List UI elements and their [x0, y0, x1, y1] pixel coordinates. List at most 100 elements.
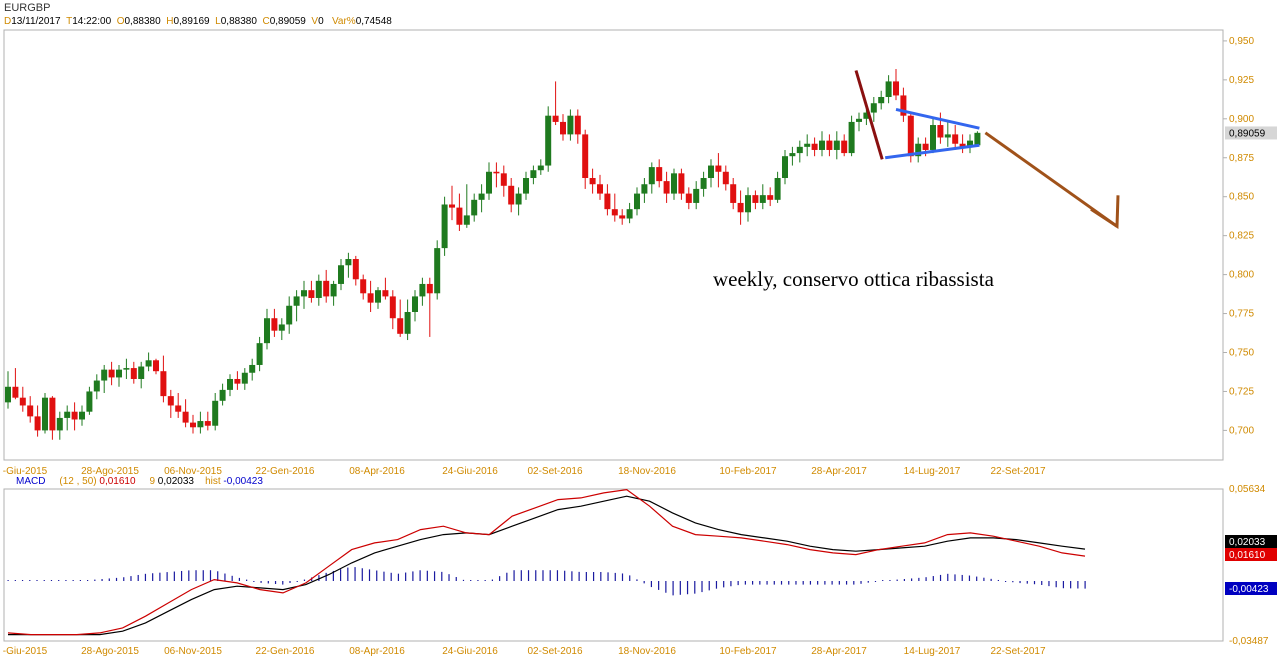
- candle-body: [397, 318, 404, 334]
- candle-body: [116, 369, 122, 378]
- macd-x-tick-label: -Giu-2015: [3, 646, 48, 657]
- candle-body: [249, 364, 256, 373]
- macd-histogram-bar: [339, 569, 342, 581]
- hist-value: -0,00423: [223, 476, 263, 487]
- candle-body: [508, 185, 515, 205]
- macd-histogram-bar: [289, 581, 291, 583]
- candle-body: [523, 178, 529, 194]
- candle-body: [893, 81, 899, 96]
- price-y-tick-label: 0,925: [1229, 75, 1254, 86]
- macd-histogram-bar: [614, 572, 616, 581]
- macd-histogram-bar: [499, 576, 501, 581]
- macd-histogram-bar: [405, 572, 407, 581]
- candle: [693, 181, 700, 210]
- candle: [264, 308, 270, 350]
- candle: [486, 162, 492, 200]
- candle-body: [597, 184, 603, 194]
- macd-x-tick-label: 18-Nov-2016: [618, 646, 676, 657]
- candle-body: [641, 184, 648, 194]
- macd-histogram-bar: [795, 581, 797, 585]
- candle-body: [693, 188, 700, 203]
- candle-body: [789, 153, 796, 157]
- macd-histogram-bar: [347, 567, 349, 581]
- macd-x-tick-label: 06-Nov-2015: [164, 646, 222, 657]
- candle-body: [308, 290, 315, 298]
- candle: [27, 396, 34, 423]
- candle-body: [826, 140, 833, 150]
- candle: [352, 255, 359, 286]
- macd-histogram-bar: [231, 575, 233, 581]
- candle-body: [130, 368, 137, 379]
- macd-histogram-bar: [224, 573, 226, 581]
- candle-body: [264, 318, 270, 344]
- symbol-title: EURGBP: [4, 2, 51, 14]
- candle: [671, 168, 677, 200]
- candle-body: [708, 165, 714, 179]
- candle-body: [959, 143, 966, 147]
- candle: [959, 134, 966, 154]
- candle-body: [678, 173, 685, 194]
- candle-body: [915, 143, 922, 157]
- candle-body: [737, 202, 744, 213]
- candle-body: [930, 125, 936, 150]
- candle: [826, 134, 833, 157]
- price-y-tick-label: 0,700: [1229, 425, 1254, 436]
- candle-body: [589, 178, 596, 185]
- macd-histogram-bar: [556, 570, 559, 581]
- candle-body: [804, 143, 811, 147]
- candle: [256, 336, 263, 372]
- macd-value: 0,01610: [99, 476, 136, 487]
- candle: [197, 411, 204, 434]
- candle-body: [782, 156, 788, 179]
- candle: [175, 393, 182, 418]
- macd-histogram-bar: [701, 581, 703, 593]
- macd-histogram-bar: [325, 572, 327, 581]
- macd-histogram-bar: [65, 580, 67, 581]
- candle: [315, 274, 322, 306]
- candle-body: [56, 417, 63, 431]
- macd-histogram-bar: [968, 575, 971, 581]
- last-price-label: 0,89059: [1229, 128, 1266, 139]
- candle: [249, 358, 256, 381]
- macd-histogram-bar: [658, 581, 660, 590]
- macd-histogram-bar: [918, 577, 920, 581]
- macd-histogram-bar: [433, 571, 436, 581]
- candle-body: [560, 121, 566, 135]
- candle-body: [426, 283, 433, 294]
- candle-body: [34, 416, 41, 431]
- candle-body: [204, 421, 211, 426]
- macd-histogram-bar: [43, 580, 45, 581]
- candle: [656, 159, 663, 188]
- candle-body: [241, 372, 248, 384]
- macd-histogram-bar: [260, 581, 262, 583]
- candle-body: [79, 411, 85, 420]
- candle: [190, 414, 196, 434]
- candle: [108, 361, 115, 386]
- candle-body: [796, 146, 803, 154]
- macd-histogram-bar: [824, 581, 826, 585]
- signal-value-box: [1225, 535, 1277, 548]
- macd-histogram-bar: [578, 571, 580, 581]
- macd-histogram-bar: [600, 572, 602, 581]
- candle: [833, 131, 840, 160]
- candle-body: [315, 280, 322, 298]
- macd-histogram-bar: [542, 570, 544, 581]
- macd-histogram-bar: [383, 571, 385, 581]
- candle: [434, 240, 441, 300]
- macd-histogram-bar: [1070, 581, 1072, 589]
- candle-body: [863, 112, 870, 119]
- candle: [685, 187, 692, 210]
- candle: [508, 178, 515, 213]
- candle: [93, 374, 100, 400]
- macd-histogram-bar: [7, 580, 9, 581]
- macd-histogram-bar: [759, 581, 761, 585]
- last-price-box: [1225, 126, 1277, 140]
- candle-body: [878, 96, 885, 104]
- signal-line: [8, 495, 1086, 636]
- macd-histogram-bar: [79, 580, 81, 581]
- candle-body: [360, 279, 367, 294]
- macd-histogram-bar: [332, 570, 334, 581]
- macd-histogram-bar: [860, 581, 862, 584]
- candle-body: [486, 171, 492, 194]
